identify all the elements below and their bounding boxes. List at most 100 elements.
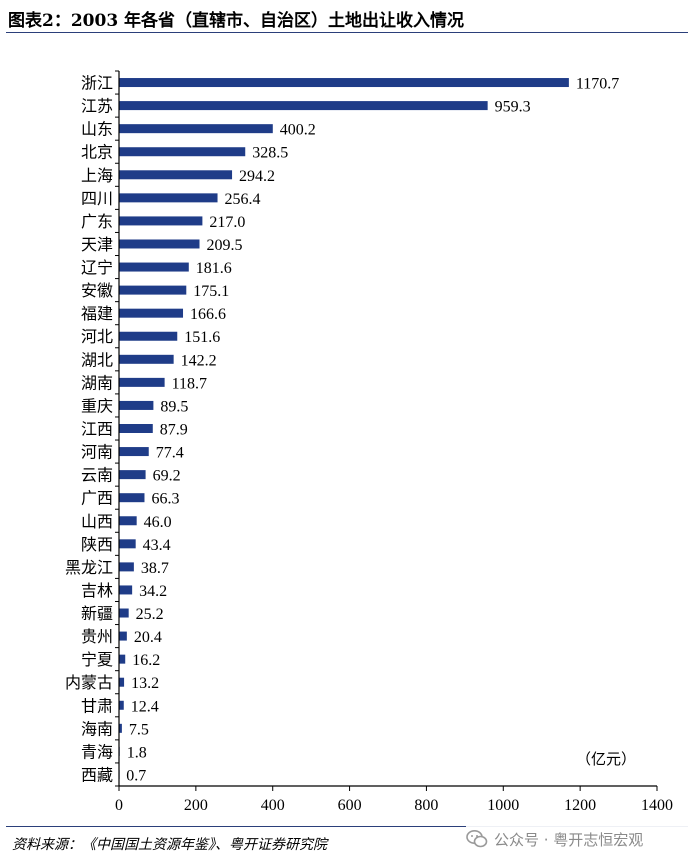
category-label: 江苏 xyxy=(81,97,113,116)
bar xyxy=(119,447,149,457)
bar xyxy=(119,493,145,503)
bar xyxy=(119,677,125,687)
bar xyxy=(119,470,146,480)
category-label: 青海 xyxy=(81,742,113,761)
x-tick-label: 200 xyxy=(184,797,208,814)
category-label: 河北 xyxy=(81,327,113,346)
value-label: 16.2 xyxy=(132,652,160,669)
bar xyxy=(119,631,127,641)
bars-layer xyxy=(119,78,569,779)
value-label: 328.5 xyxy=(252,145,288,162)
axes: 0 200 400 600 800 1000 1200 1400 xyxy=(115,70,673,814)
x-tick-label: 800 xyxy=(414,797,438,814)
value-label: 66.3 xyxy=(151,491,179,508)
x-tick-label: 600 xyxy=(338,797,362,814)
category-label: 陕西 xyxy=(81,535,113,554)
wechat-icon xyxy=(466,830,488,848)
value-label: 959.3 xyxy=(495,99,531,116)
category-label: 辽宁 xyxy=(81,258,113,277)
value-label: 1.8 xyxy=(127,744,147,761)
value-label: 142.2 xyxy=(181,352,217,369)
category-label: 河南 xyxy=(81,443,113,462)
value-label: 209.5 xyxy=(207,237,243,254)
category-label: 湖北 xyxy=(81,350,113,369)
bar xyxy=(119,331,178,341)
value-label: 43.4 xyxy=(143,537,171,554)
x-tick-label: 1200 xyxy=(564,797,596,814)
bar xyxy=(119,654,126,664)
bar xyxy=(119,101,488,111)
category-labels: 浙江江苏山东北京上海四川广东天津辽宁安徽福建河北湖北湖南重庆江西河南云南广西山西… xyxy=(65,74,113,785)
category-label: 上海 xyxy=(81,166,113,185)
chart-title: 图表2：2003 年各省（直辖市、自治区）土地出让收入情况 xyxy=(8,11,465,31)
bar xyxy=(119,285,187,295)
value-label: 87.9 xyxy=(160,422,188,439)
bar xyxy=(119,608,129,618)
bar xyxy=(119,723,122,733)
category-label: 广东 xyxy=(81,212,113,231)
category-label: 山西 xyxy=(81,512,113,531)
category-label: 贵州 xyxy=(81,627,113,646)
category-label: 浙江 xyxy=(81,74,113,93)
category-label: 天津 xyxy=(81,235,113,254)
category-label: 吉林 xyxy=(81,581,113,600)
bar xyxy=(119,78,569,88)
value-label: 166.6 xyxy=(190,306,226,323)
bar xyxy=(119,562,134,572)
value-label: 217.0 xyxy=(209,214,245,231)
value-label: 1170.7 xyxy=(576,76,619,93)
unit-label: （亿元） xyxy=(576,750,637,768)
value-label: 151.6 xyxy=(184,329,220,346)
value-label: 0.7 xyxy=(126,767,146,784)
bar xyxy=(119,193,218,203)
bar xyxy=(119,585,133,595)
value-label: 7.5 xyxy=(129,721,149,738)
category-label: 江西 xyxy=(81,420,113,439)
category-label: 北京 xyxy=(81,143,113,162)
category-label: 广西 xyxy=(81,489,113,508)
category-label: 黑龙江 xyxy=(65,558,113,577)
bar xyxy=(119,424,153,433)
value-label: 89.5 xyxy=(160,398,188,415)
bar xyxy=(119,700,124,710)
x-tick-label: 1400 xyxy=(641,797,673,814)
category-label: 安徽 xyxy=(81,281,113,300)
bar xyxy=(119,354,174,364)
category-label: 湖南 xyxy=(81,373,113,392)
bar xyxy=(119,308,184,318)
bar xyxy=(119,400,154,410)
bar xyxy=(119,124,273,134)
category-label: 宁夏 xyxy=(81,650,113,669)
value-label: 400.2 xyxy=(280,122,316,139)
value-label: 77.4 xyxy=(156,445,184,462)
value-label: 25.2 xyxy=(136,606,164,623)
category-label: 内蒙古 xyxy=(65,673,113,692)
value-label: 294.2 xyxy=(239,168,275,185)
bar xyxy=(119,262,189,272)
value-label: 256.4 xyxy=(225,191,261,208)
x-tick-label: 1000 xyxy=(487,797,519,814)
value-labels: 1170.7 959.3 400.2 328.5 294.2 256.4 217.0 209.… xyxy=(126,76,619,785)
bar xyxy=(119,239,200,249)
category-label: 重庆 xyxy=(81,396,113,415)
title-divider xyxy=(6,32,688,33)
value-label: 69.2 xyxy=(153,468,181,485)
value-label: 46.0 xyxy=(144,514,172,531)
category-label: 海南 xyxy=(81,719,113,738)
source-note: 资料来源：《中国国土资源年鉴》、粤开证券研究院 xyxy=(12,837,327,853)
bar xyxy=(119,539,136,549)
value-label: 12.4 xyxy=(131,698,159,715)
value-label: 118.7 xyxy=(172,375,207,392)
watermark: 公众号 · 粤开志恒宏观 xyxy=(466,826,690,852)
x-tick-label: 400 xyxy=(261,797,285,814)
category-label: 四川 xyxy=(81,189,113,208)
x-tick-label: 0 xyxy=(115,797,123,814)
value-label: 181.6 xyxy=(196,260,232,277)
value-label: 20.4 xyxy=(134,629,162,646)
category-label: 福建 xyxy=(81,304,113,323)
bar xyxy=(119,170,233,180)
bar xyxy=(119,377,165,387)
bar xyxy=(119,147,246,157)
value-label: 175.1 xyxy=(193,283,229,300)
